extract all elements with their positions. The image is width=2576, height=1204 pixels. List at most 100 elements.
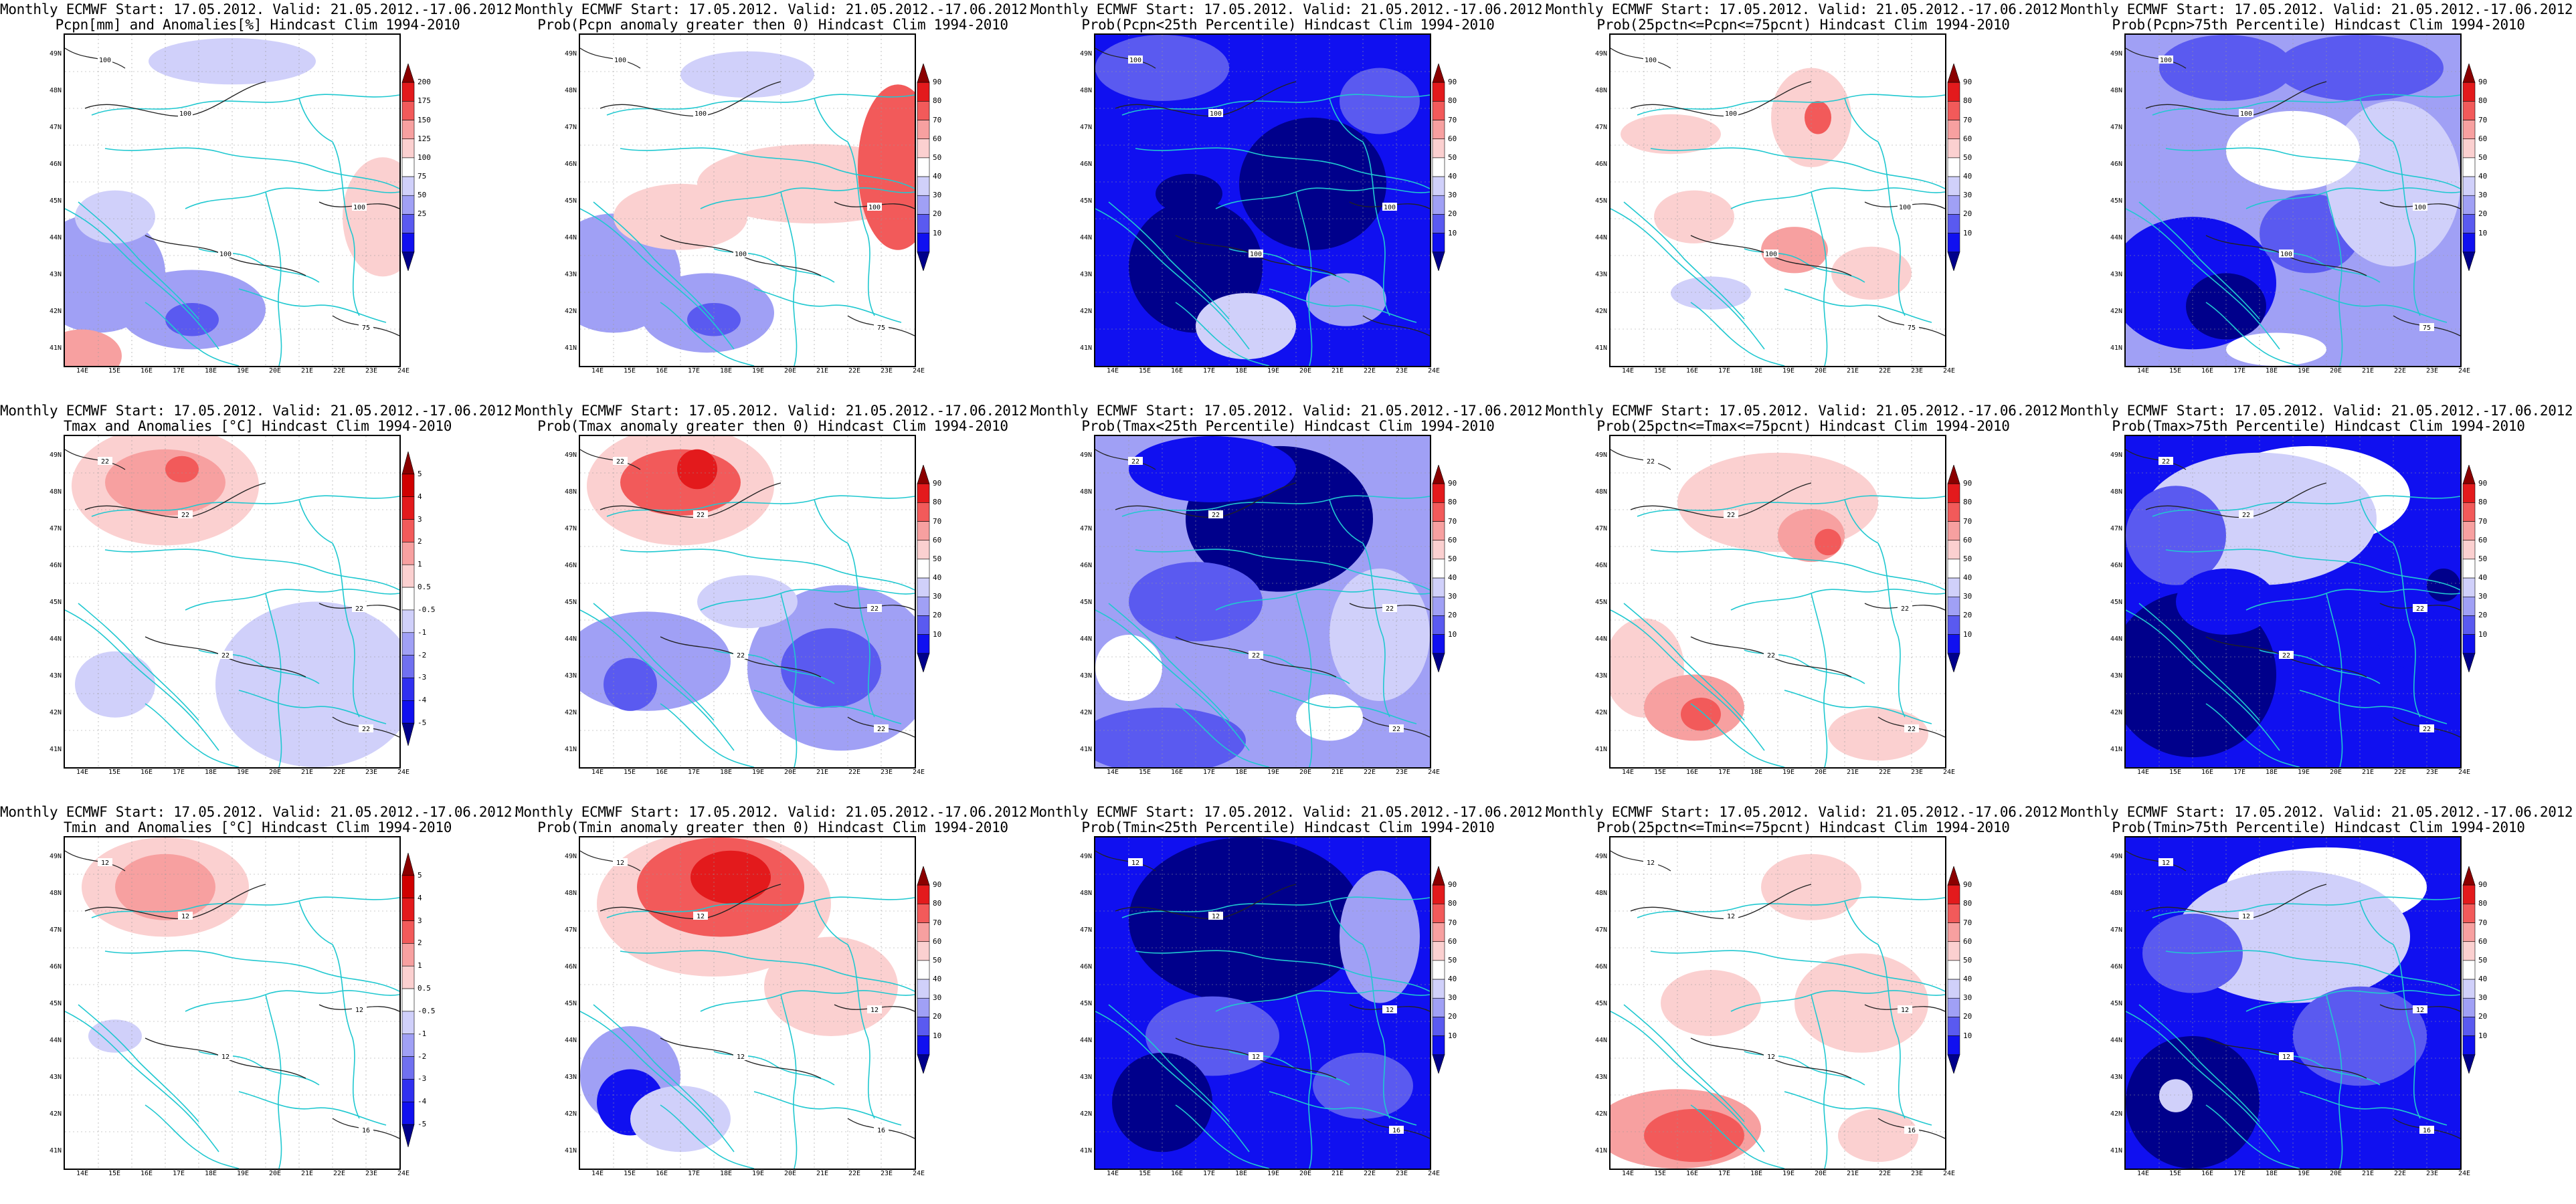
colorbar-tick-label: 75 xyxy=(418,172,427,181)
isoline-label: 22 xyxy=(101,458,109,466)
colorbar-segment xyxy=(401,609,415,633)
colorbar-segment xyxy=(917,502,930,522)
field-region xyxy=(1329,569,1430,701)
isoline xyxy=(580,449,641,470)
map-field-svg: 100 100 100 100 75 xyxy=(65,35,399,366)
panel-title-line1: Monthly ECMWF Start: 17.05.2012. Valid: … xyxy=(0,403,521,419)
colorbar-segment xyxy=(1947,866,1960,886)
colorbar-segment xyxy=(401,474,415,497)
latitude-tick-label: 44N xyxy=(49,234,62,241)
latitude-tick-label: 49N xyxy=(49,50,62,58)
colorbar-segment xyxy=(1947,502,1960,522)
latitude-tick-label: 46N xyxy=(2110,161,2122,168)
panel-title-line2: Prob(25pctn<=Tmin<=75pcnt) Hindcast Clim… xyxy=(1596,819,2010,835)
colorbar-segment xyxy=(2462,138,2476,159)
colorbar-segment xyxy=(917,997,930,1017)
latitude-tick-label: 45N xyxy=(1079,197,1092,205)
latitude-tick-label: 47N xyxy=(1594,926,1607,934)
longitude-tick-label: 24E xyxy=(397,769,410,776)
longitude-tick-label: 17E xyxy=(1718,769,1731,776)
country-border-line xyxy=(1135,147,1430,189)
latitude-tick-label: 46N xyxy=(564,161,577,168)
colorbar-segment xyxy=(401,1011,415,1035)
latitude-tick-label: 46N xyxy=(1594,161,1607,168)
latitude-tick-label: 43N xyxy=(49,1074,62,1081)
country-border-line xyxy=(814,499,848,544)
longitude-tick-label: 21E xyxy=(2361,769,2375,776)
colorbar-segment xyxy=(917,559,930,579)
isoline-label: 12 xyxy=(616,860,624,867)
map-field-svg: 12 12 12 12 16 xyxy=(2126,837,2460,1169)
longitude-tick-label: 17E xyxy=(687,367,701,375)
colorbar-segment xyxy=(1947,941,1960,961)
country-border-line xyxy=(580,208,735,350)
longitude-tick-label: 19E xyxy=(236,367,250,375)
colorbar-segment xyxy=(2462,233,2476,253)
country-border-line xyxy=(104,147,399,189)
country-border-line xyxy=(2205,1104,2300,1169)
longitude-tick-label: 24E xyxy=(2458,1170,2471,1177)
isoline-label-box xyxy=(1128,457,1143,465)
colorbar-segment xyxy=(1432,884,1445,904)
longitude-tick-label: 23E xyxy=(1395,367,1408,375)
colorbar-tick-label: 30 xyxy=(1448,592,1457,601)
colorbar-tick-label: 80 xyxy=(933,498,942,507)
isoline-label-box xyxy=(218,651,233,659)
longitude-tick-label: 24E xyxy=(1427,769,1441,776)
latitude-tick-label: 47N xyxy=(49,124,62,131)
colorbar-tick-label: 50 xyxy=(933,955,942,965)
isoline-label-box xyxy=(1764,249,1778,258)
isoline-label: 22 xyxy=(737,652,745,660)
country-border-line xyxy=(65,1011,219,1152)
colorbar-segment xyxy=(2462,960,2476,980)
panel-title-line1: Monthly ECMWF Start: 17.05.2012. Valid: … xyxy=(1546,1,2066,17)
colorbar-tick-label: 50 xyxy=(2478,955,2488,965)
country-border-line xyxy=(1108,1004,1230,1122)
colorbar-segment xyxy=(2462,82,2476,102)
isoline xyxy=(1095,850,1156,872)
longitude-tick-label: 21E xyxy=(2361,1170,2375,1177)
colorbar-tick-label: 90 xyxy=(933,78,942,87)
isoline-label-box xyxy=(867,203,882,211)
longitude-tick-label: 19E xyxy=(1267,1170,1280,1177)
longitude-tick-label: 22E xyxy=(1363,769,1376,776)
field-region xyxy=(2159,1079,2193,1112)
map-panel: Monthly ECMWF Start: 17.05.2012. Valid: … xyxy=(515,803,1036,1204)
country-border-line xyxy=(2326,191,2343,366)
map-plot-area: 100 100 100 100 75 xyxy=(1609,33,1946,367)
country-border-line xyxy=(2245,589,2460,611)
colorbar-segment xyxy=(1432,64,1445,83)
colorbar-tick-label: 50 xyxy=(2478,554,2488,563)
country-border-line xyxy=(580,609,735,751)
country-border-line xyxy=(1329,98,1364,142)
colorbar xyxy=(917,64,930,271)
colorbar-segment xyxy=(2462,157,2476,177)
colorbar-tick-label: 80 xyxy=(2478,96,2488,106)
colorbar-tick-label: -1 xyxy=(418,1029,427,1038)
longitude-tick-label: 21E xyxy=(1331,1170,1344,1177)
colorbar-tick-label: 60 xyxy=(933,535,942,544)
field-region xyxy=(149,37,316,85)
panel-title-line2: Prob(Tmax anomaly greater then 0) Hindca… xyxy=(537,418,1008,434)
latitude-tick-label: 42N xyxy=(1594,1110,1607,1118)
country-border-line xyxy=(1784,288,1932,323)
colorbar-segment xyxy=(2462,979,2476,999)
country-border-line xyxy=(753,1091,902,1126)
country-border-line xyxy=(298,900,333,945)
country-border-line xyxy=(2138,1004,2260,1122)
longitude-tick-label: 23E xyxy=(880,769,893,776)
panel-title-line1: Monthly ECMWF Start: 17.05.2012. Valid: … xyxy=(0,804,521,820)
longitude-tick-label: 15E xyxy=(1138,1170,1152,1177)
country-border-line xyxy=(1611,1011,1765,1152)
map-panel: Monthly ECMWF Start: 17.05.2012. Valid: … xyxy=(1546,401,2066,803)
latitude-tick-label: 49N xyxy=(1594,452,1607,459)
longitude-tick-label: 18E xyxy=(2265,367,2278,375)
country-border-line xyxy=(2152,896,2460,918)
country-border-line xyxy=(1811,593,1828,767)
field-region xyxy=(1644,1108,1744,1163)
isoline-label: 22 xyxy=(355,605,363,613)
field-region xyxy=(781,628,881,708)
longitude-tick-label: 14E xyxy=(2136,367,2150,375)
longitude-tick-label: 15E xyxy=(623,1170,636,1177)
colorbar-tick-label: 70 xyxy=(1448,516,1457,526)
